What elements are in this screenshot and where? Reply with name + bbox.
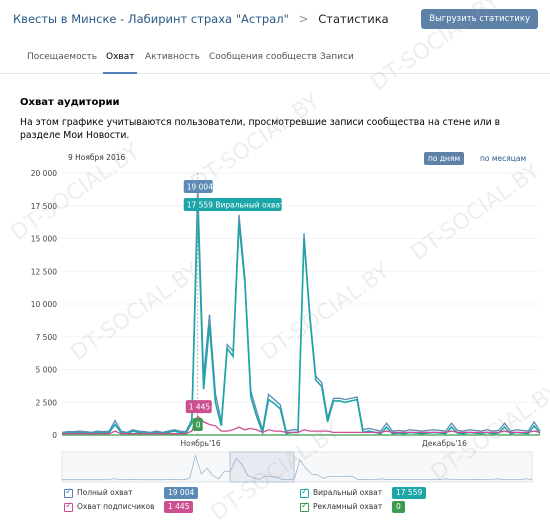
tooltip-full-value: 19 004 [187, 183, 213, 192]
reach-chart[interactable]: 20 000 17 500 15 000 12 500 10 000 7 500 5 000… [0, 160, 550, 485]
legend-item-viral[interactable]: Виральный охват [300, 487, 383, 498]
legend-label: Рекламный охват [313, 502, 383, 511]
tooltip-full-badge [183, 180, 213, 194]
legend-label: Охват подписчиков [77, 502, 155, 511]
tab-reach[interactable]: Охват [102, 52, 139, 74]
legend-item-ads[interactable]: Рекламный охват [300, 501, 383, 512]
hover-date: 9 Ноября 2016 [68, 153, 126, 162]
tooltip-viral-badge [183, 198, 282, 212]
export-statistics-button[interactable]: Выгрузить статистику [421, 9, 538, 29]
breadcrumb-separator: > [298, 12, 309, 26]
y-axis-labels: 20 000 17 500 15 000 12 500 10 000 7 500 5 000… [31, 169, 57, 440]
chart-legend: Полный охват 19 004 Охват подписчиков 1 … [0, 485, 550, 525]
y-tick-label: 12 500 [31, 267, 57, 276]
legend-label: Полный охват [77, 488, 133, 497]
series-line-subscribers[interactable] [62, 414, 541, 435]
legend-label: Виральный охват [313, 488, 383, 497]
overview-navigator[interactable] [61, 451, 533, 483]
checkbox-icon[interactable] [300, 501, 309, 512]
legend-item-full[interactable]: Полный охват [64, 487, 133, 498]
x-tick-label: Декабрь'16 [422, 439, 467, 448]
checkbox-icon[interactable] [64, 501, 73, 512]
legend-full-value: 19 004 [164, 487, 199, 499]
checkbox-icon[interactable] [64, 487, 73, 498]
navigator-track [61, 451, 533, 483]
by-days-button[interactable]: по дням [424, 152, 465, 165]
tooltip-subscribers-value: 1 445 [189, 403, 211, 412]
legend-ads-value: 0 [392, 501, 405, 513]
hover-tooltip: 19 004 17 559 Виральный охват 1 445 0 [183, 173, 285, 435]
y-tick-label: 5 000 [36, 366, 58, 375]
y-tick-label: 7 500 [36, 333, 58, 342]
y-tick-label: 0 [52, 431, 57, 440]
legend-item-subscribers[interactable]: Охват подписчиков [64, 501, 155, 512]
section-title: Охват аудитории [20, 97, 120, 108]
breadcrumb-current: Статистика [318, 12, 389, 26]
tooltip-subscribers-badge [185, 400, 212, 414]
tab-activity[interactable]: Активность [145, 52, 200, 62]
y-tick-label: 10 000 [31, 300, 57, 309]
y-tick-label: 20 000 [31, 169, 57, 178]
legend-subscribers-value: 1 445 [164, 501, 194, 513]
series-line-viral[interactable] [61, 204, 541, 436]
tab-bar: Посещаемость Охват Активность Сообщения … [0, 40, 550, 74]
legend-viral-value: 17 559 [392, 487, 427, 499]
section-description: На этом графике учитываются пользователи… [20, 117, 501, 141]
page-header: Квесты в Минске - Лабиринт страха "Астра… [0, 0, 550, 36]
x-tick-label: Ноябрь'16 [181, 439, 221, 448]
x-axis-labels: Ноябрь'16 Декабрь'16 [181, 439, 468, 448]
breadcrumb-group-link[interactable]: Квесты в Минске - Лабиринт страха "Астра… [13, 12, 289, 26]
tooltip-viral-value: 17 559 Виральный охват [187, 201, 285, 210]
checkbox-icon[interactable] [300, 487, 309, 498]
series-line-full[interactable] [61, 185, 541, 434]
y-tick-label: 17 500 [31, 202, 57, 211]
tab-posts[interactable]: Записи [320, 52, 354, 62]
breadcrumb: Квесты в Минске - Лабиринт страха "Астра… [13, 12, 389, 26]
tooltip-ads-value: 0 [196, 421, 201, 430]
tab-community-messages[interactable]: Сообщения сообществ [209, 52, 317, 62]
navigator-line [62, 453, 533, 481]
by-months-button[interactable]: по месяцам [480, 154, 527, 163]
tooltip-ads-badge [192, 418, 203, 431]
chart-grid [62, 172, 540, 436]
tab-attendance[interactable]: Посещаемость [27, 52, 98, 62]
chart-series [61, 185, 541, 436]
y-tick-label: 15 000 [31, 235, 57, 244]
navigator-window[interactable] [229, 451, 295, 483]
y-tick-label: 2 500 [36, 398, 58, 407]
